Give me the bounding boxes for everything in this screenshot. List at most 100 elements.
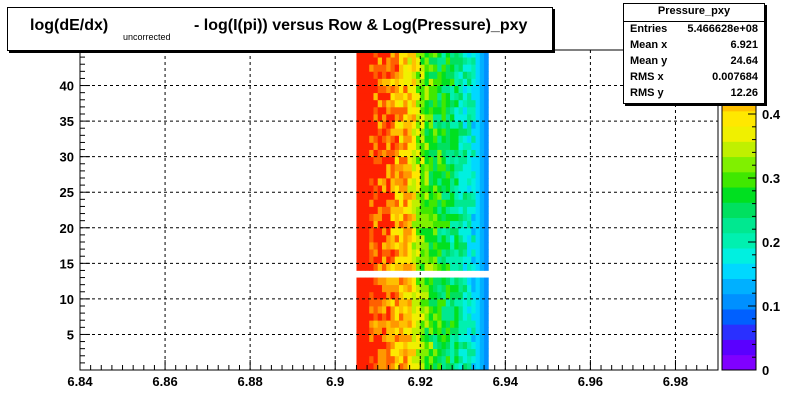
heatmap-cell [445,170,451,179]
heatmap-cell [479,85,485,94]
heatmap-cell [381,284,387,293]
heatmap-cell [467,106,472,115]
heatmap-cell [377,284,383,293]
heatmap-cell [424,348,430,357]
heatmap-cell [356,78,362,86]
heatmap-cell [399,57,404,65]
heatmap-cell [394,256,400,264]
heatmap-cell [399,50,404,58]
heatmap-cell [479,206,485,214]
heatmap-cell [437,277,442,286]
heatmap-cell [420,71,425,79]
heatmap-cell [454,306,459,314]
heatmap-cell [386,85,391,94]
heatmap-cell [420,121,425,129]
heatmap-cell [428,263,434,271]
heatmap-cell [390,163,396,172]
heatmap-cell [445,71,451,79]
heatmap-cell [420,341,425,350]
x-tick-label: 6.92 [408,374,433,389]
heatmap-cell [373,355,379,364]
heatmap-cell [403,249,408,257]
heatmap-cell [433,92,438,101]
heatmap-cell [403,263,408,271]
heatmap-cell [416,206,421,214]
heatmap-cell [462,298,468,307]
heatmap-cell [441,348,447,357]
heatmap-cell [360,71,366,79]
heatmap-cell [424,142,430,150]
heatmap-cell [356,99,362,108]
heatmap-cell [437,313,442,321]
heatmap-cell [381,170,387,179]
heatmap-cell [360,99,366,108]
heatmap-cell [450,341,455,350]
heatmap-cell [394,178,400,186]
heatmap-cell [386,298,391,307]
heatmap-cell [399,142,404,150]
heatmap-cell [433,355,438,364]
heatmap-cell [450,313,455,321]
color-scale-band [722,110,756,127]
heatmap-cell [437,348,442,357]
heatmap-cell [369,327,374,335]
heatmap-cell [445,78,451,86]
heatmap-cell [394,263,400,271]
heatmap-cell [390,355,396,364]
heatmap-cell [356,227,362,236]
heatmap-cell [462,355,468,364]
heatmap-cell [386,71,391,79]
heatmap-cell [458,128,464,136]
heatmap-cell [445,185,451,193]
heatmap-cell [445,85,451,94]
heatmap-cell [420,142,425,150]
heatmap-cell [454,284,459,293]
heatmap-cell [390,341,396,350]
heatmap-cell [437,256,442,264]
heatmap-cell [381,263,387,271]
heatmap-cell [450,121,455,129]
heatmap-cell [403,284,408,293]
heatmap-cell [386,78,391,86]
heatmap-cell [441,362,447,371]
heatmap-cell [399,291,404,300]
heatmap-cell [399,234,404,243]
heatmap-cell [462,206,468,214]
heatmap-cell [462,178,468,186]
heatmap-cell [441,256,447,264]
heatmap-cell [377,263,383,271]
heatmap-cell [390,178,396,186]
x-tick-label: 6.88 [237,374,262,389]
heatmap-cell [411,85,417,94]
heatmap-cell [403,306,408,314]
heatmap-cell [416,213,421,222]
heatmap-cell [381,106,387,115]
heatmap-cell [360,92,366,101]
heatmap-cell [458,135,464,143]
heatmap-cell [450,327,455,335]
heatmap-cell [484,50,489,58]
heatmap-cell [399,348,404,357]
heatmap-cell [394,249,400,257]
heatmap-cell [479,199,485,207]
heatmap-cell [373,263,379,271]
heatmap-cell [411,57,417,65]
heatmap-cell [484,156,489,165]
heatmap-cell [475,306,481,314]
heatmap-cell [411,313,417,321]
heatmap-cell [390,156,396,165]
stats-name: Pressure_pxy [624,4,764,22]
heatmap-cell [479,78,485,86]
heatmap-cell [479,313,485,321]
color-scale-band [722,126,756,142]
heatmap-cell [428,334,434,342]
heatmap-cell [462,263,468,271]
heatmap-cell [386,99,391,108]
heatmap-cell [441,185,447,193]
heatmap-cell [479,341,485,350]
stats-key: Entries [630,23,668,35]
heatmap-cell [373,57,379,65]
heatmap-cell [467,284,472,293]
heatmap-cell [484,185,489,193]
heatmap-cell [445,263,451,271]
